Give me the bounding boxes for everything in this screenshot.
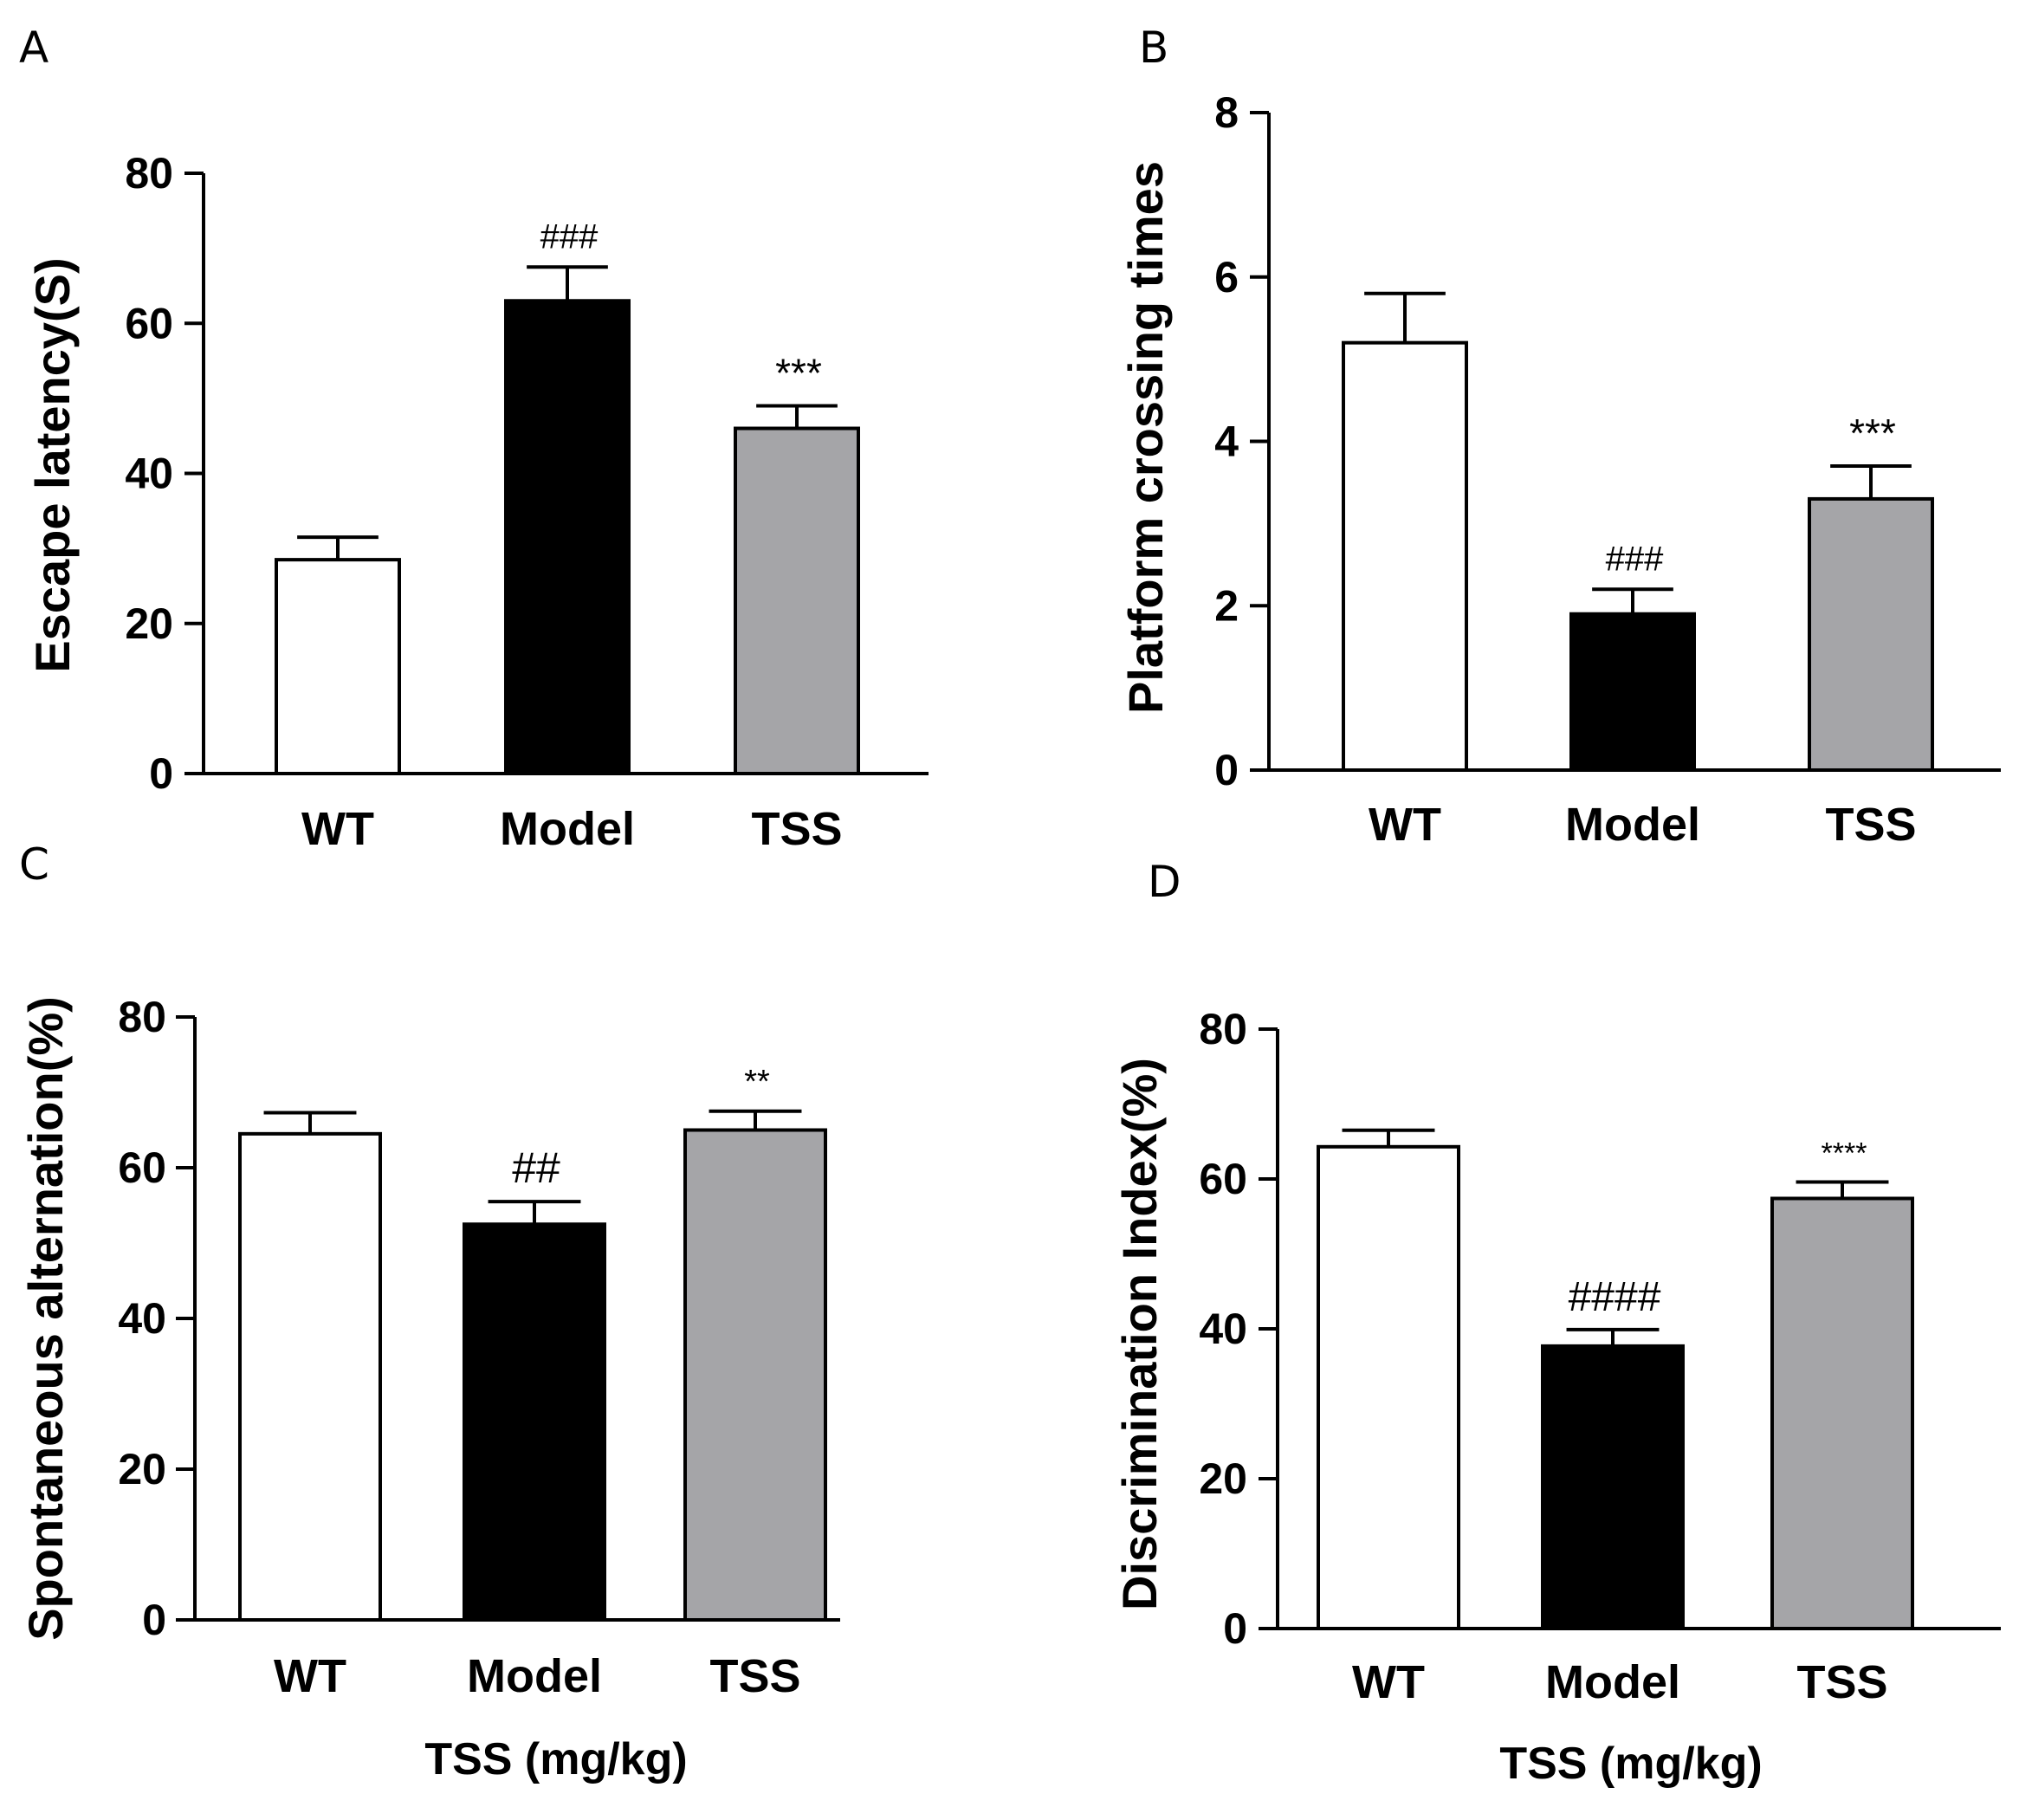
panel-letter: A xyxy=(19,23,49,73)
bar-model xyxy=(504,299,631,775)
panel-letter: C xyxy=(19,839,49,890)
y-tick-label: 0 xyxy=(1223,1604,1247,1653)
bar-wt xyxy=(238,1131,382,1622)
significance-label: **** xyxy=(1822,1137,1867,1169)
significance-label: ** xyxy=(744,1064,770,1100)
category-label: WT xyxy=(274,1650,346,1702)
category-label: Model xyxy=(500,803,635,855)
y-tick-label: 8 xyxy=(1214,88,1239,137)
category-label: WT xyxy=(301,803,374,855)
y-tick-label: 0 xyxy=(1214,746,1239,794)
significance-label: *** xyxy=(775,351,822,396)
y-axis-title: Escape latency(S) xyxy=(25,257,80,672)
category-label: Model xyxy=(1565,799,1700,851)
category-label: TSS xyxy=(751,803,842,855)
bar-model xyxy=(1541,1344,1685,1631)
significance-label: ### xyxy=(1606,540,1664,578)
significance-label: ## xyxy=(512,1143,560,1192)
panel-letter: B xyxy=(1139,23,1168,73)
y-axis-title: Platform crossing times xyxy=(1118,161,1173,714)
y-axis-title: Spontaneous alternation(%) xyxy=(18,996,73,1641)
bar-tss xyxy=(1770,1196,1914,1630)
bar-tss xyxy=(683,1128,827,1622)
significance-label: *** xyxy=(1849,411,1896,456)
x-axis-title: TSS (mg/kg) xyxy=(1499,1739,1762,1789)
category-label: TSS xyxy=(1796,1656,1887,1708)
y-tick-label: 60 xyxy=(125,299,173,347)
panel-a: A 0 20 40 60 80 Escape latency(S) WT ### Model ***… xyxy=(19,23,929,855)
y-tick-label: 60 xyxy=(118,1143,166,1192)
significance-label: ### xyxy=(540,217,599,256)
significance-label: #### xyxy=(1569,1274,1661,1320)
bar-tss xyxy=(734,426,860,775)
y-tick-label: 20 xyxy=(1199,1454,1247,1503)
y-tick-label: 80 xyxy=(125,149,173,198)
bar-wt xyxy=(1317,1144,1460,1631)
bar-model xyxy=(1569,612,1696,772)
y-tick-label: 20 xyxy=(125,599,173,648)
bar-tss xyxy=(1808,496,1934,772)
y-tick-label: 60 xyxy=(1199,1155,1247,1203)
y-tick-label: 80 xyxy=(1199,1005,1247,1053)
panel-d: D 0 20 40 60 80 Discrimination Index(%) WT #### M… xyxy=(1112,857,2001,1789)
y-tick-label: 6 xyxy=(1214,253,1239,301)
y-tick-label: 0 xyxy=(142,1596,166,1644)
category-label: Model xyxy=(467,1650,602,1702)
category-label: TSS xyxy=(1825,799,1916,851)
y-tick-label: 80 xyxy=(118,993,166,1041)
category-label: Model xyxy=(1545,1656,1680,1708)
bar-wt xyxy=(1342,340,1468,772)
bar-model xyxy=(463,1222,606,1622)
panel-b: B 0 2 4 6 8 Platform crossing times WT ### Model *… xyxy=(1118,23,2001,851)
y-tick-label: 40 xyxy=(118,1294,166,1343)
panel-c: C 0 20 40 60 80 Spontaneous alternation(%) WT ##… xyxy=(18,839,840,1784)
panel-letter: D xyxy=(1148,857,1181,907)
x-axis-title: TSS (mg/kg) xyxy=(424,1734,687,1784)
bar-wt xyxy=(275,558,401,776)
y-tick-label: 20 xyxy=(118,1445,166,1493)
y-tick-label: 4 xyxy=(1214,418,1239,466)
category-label: WT xyxy=(1352,1656,1425,1708)
category-label: WT xyxy=(1369,799,1441,851)
category-label: TSS xyxy=(709,1650,800,1702)
y-tick-label: 0 xyxy=(149,749,173,798)
y-tick-label: 2 xyxy=(1214,581,1239,630)
y-tick-label: 40 xyxy=(1199,1305,1247,1353)
y-axis-title: Discrimination Index(%) xyxy=(1112,1058,1167,1610)
y-tick-label: 40 xyxy=(125,450,173,498)
